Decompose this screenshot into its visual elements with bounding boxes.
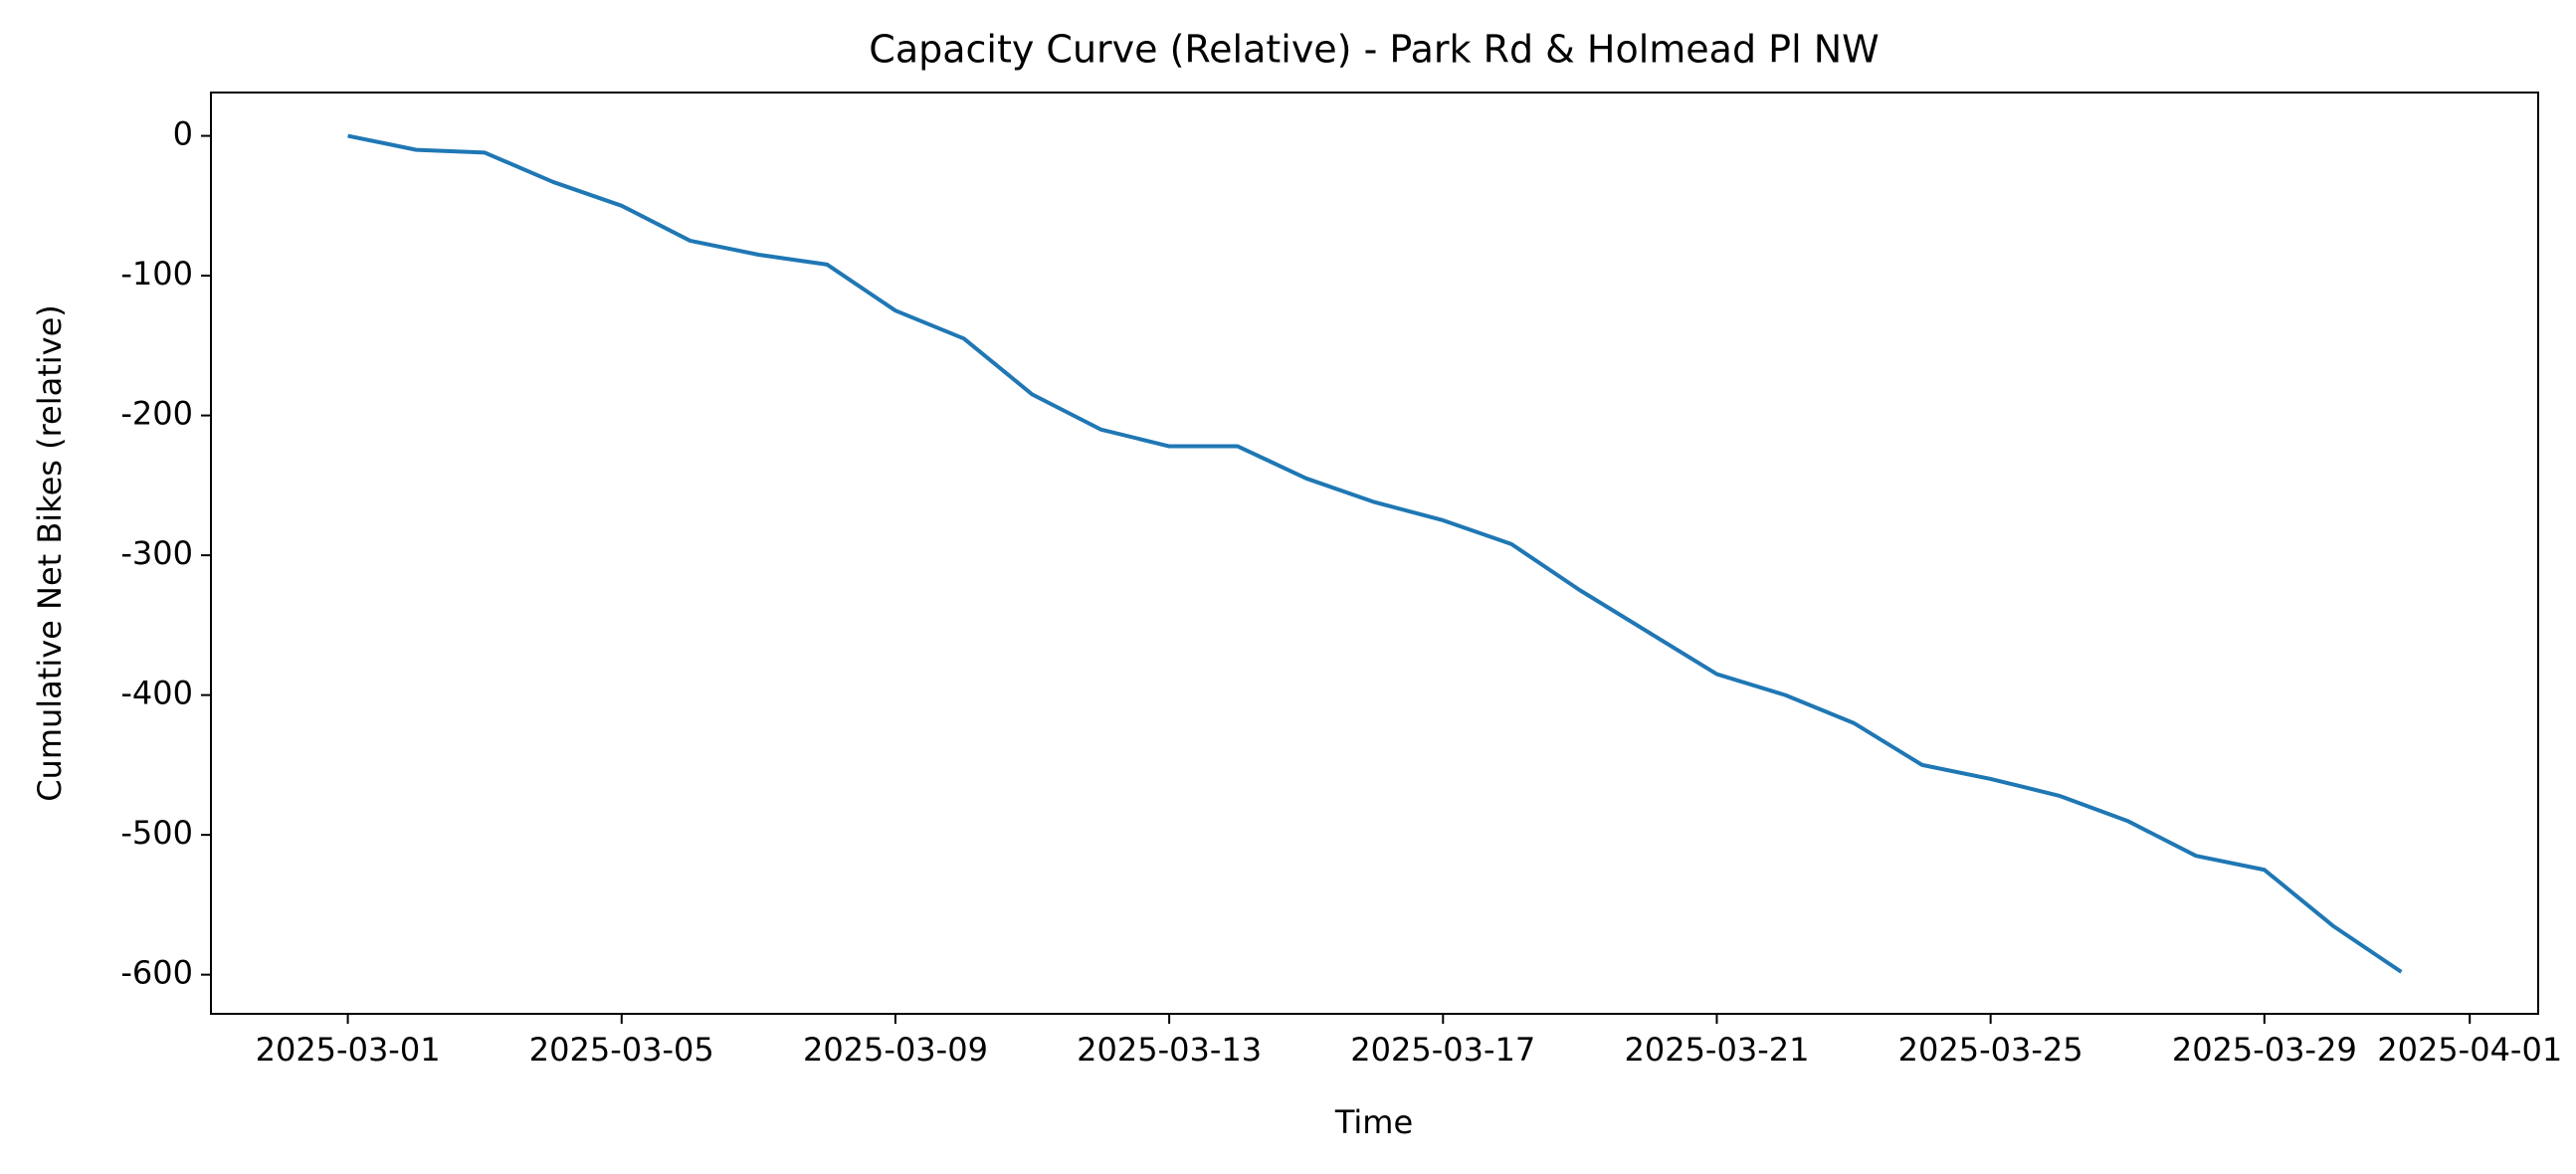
x-axis-label: Time	[1334, 1103, 1413, 1141]
y-axis-label: Cumulative Net Bikes (relative)	[31, 304, 69, 802]
chart-title: Capacity Curve (Relative) - Park Rd & Ho…	[869, 28, 1879, 72]
y-tick-label: -500	[120, 814, 193, 852]
x-tick-label: 2025-03-21	[1624, 1031, 1809, 1069]
plot-frame	[210, 92, 2539, 1015]
x-tick-label: 2025-03-13	[1077, 1031, 1262, 1069]
y-tick-label: 0	[173, 115, 193, 153]
y-tick-label: -100	[120, 255, 193, 293]
x-tick-label: 2025-03-09	[803, 1031, 988, 1069]
x-tick-label: 2025-03-05	[529, 1031, 714, 1069]
x-tick-label: 2025-04-01	[2377, 1031, 2562, 1069]
x-tick-label: 2025-03-25	[1898, 1031, 2083, 1069]
data-line	[347, 133, 2403, 974]
x-tick-label: 2025-03-29	[2172, 1031, 2357, 1069]
y-tick-label: -200	[120, 395, 193, 433]
y-tick-label: -600	[120, 954, 193, 992]
x-tick-label: 2025-03-17	[1350, 1031, 1535, 1069]
x-tick-label: 2025-03-01	[256, 1031, 441, 1069]
y-tick-label: -400	[120, 675, 193, 712]
y-tick-label: -300	[120, 534, 193, 572]
